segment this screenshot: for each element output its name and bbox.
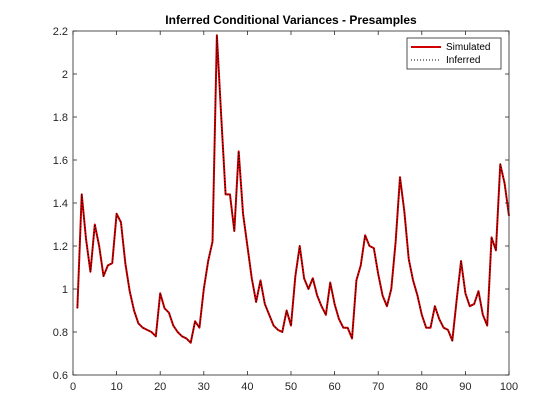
chart-title: Inferred Conditional Variances - Presamp… (165, 13, 417, 27)
x-tick-label: 60 (328, 381, 340, 393)
x-tick-label: 10 (110, 381, 122, 393)
x-tick-label: 90 (459, 381, 471, 393)
x-tick-label: 40 (241, 381, 253, 393)
y-tick-label: 0.6 (53, 370, 68, 382)
y-tick-label: 1.4 (53, 198, 68, 210)
series-layer (76, 34, 510, 344)
y-tick-label: 2 (62, 69, 68, 81)
x-tick-label: 0 (70, 381, 76, 393)
y-tick-label: 2.2 (53, 26, 68, 38)
legend-box (406, 37, 502, 70)
y-axis-ticks: 0.6 0.8 1 1.2 1.4 1.6 1.8 2 2.2 (53, 26, 509, 382)
x-tick-label: 20 (154, 381, 166, 393)
x-axis-ticks: 0 10 20 30 40 50 60 70 80 90 100 (70, 31, 518, 393)
y-tick-label: 1 (62, 284, 68, 296)
y-tick-label: 1.8 (53, 112, 68, 124)
x-tick-label: 80 (416, 381, 428, 393)
y-tick-label: 1.2 (53, 241, 68, 253)
series-line-inferred (76, 34, 510, 344)
legend: Simulated Inferred (406, 37, 502, 70)
y-tick-label: 0.8 (53, 327, 68, 339)
y-tick-label: 1.6 (53, 155, 68, 167)
x-tick-label: 30 (198, 381, 210, 393)
x-tick-label: 100 (500, 381, 518, 393)
x-tick-label: 70 (372, 381, 384, 393)
legend-label-inferred: Inferred (446, 55, 480, 66)
legend-label-simulated: Simulated (446, 42, 490, 53)
x-tick-label: 50 (285, 381, 297, 393)
